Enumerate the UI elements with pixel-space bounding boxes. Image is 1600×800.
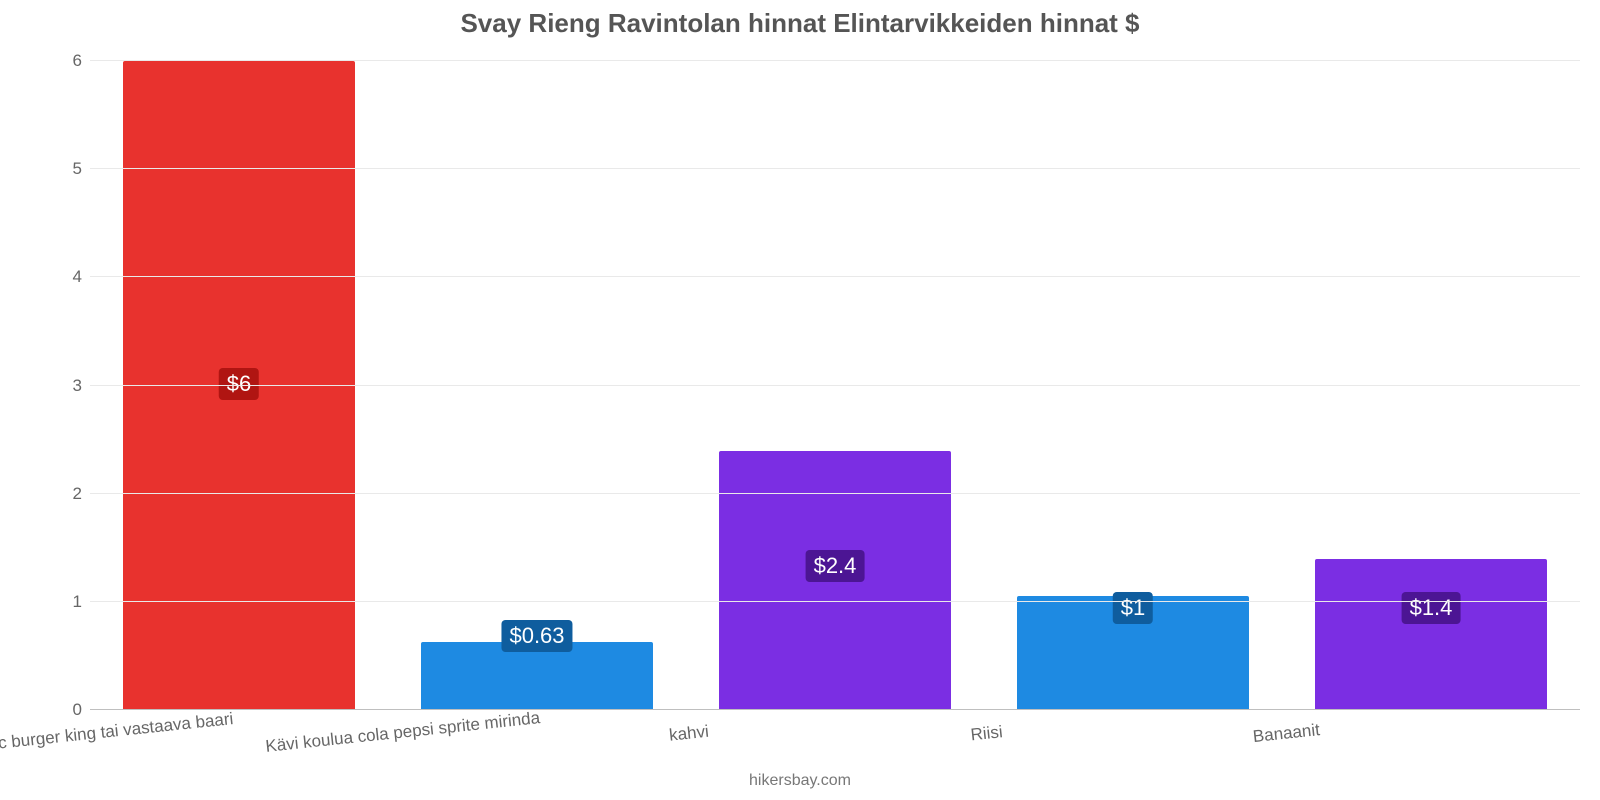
price-bar-chart: Svay Rieng Ravintolan hinnat Elintarvikk…	[0, 0, 1600, 800]
y-tick-label: 6	[73, 51, 90, 71]
bar-value-label: $1.4	[1402, 592, 1461, 624]
credit-text: hikersbay.com	[0, 772, 1600, 790]
bar	[1315, 559, 1547, 710]
y-tick-label: 0	[73, 700, 90, 720]
x-category-label: mac burger king tai vastaava baari	[0, 709, 234, 756]
x-category-label: Banaanit	[1252, 720, 1321, 747]
bars-group: $6mac burger king tai vastaava baari$0.6…	[90, 45, 1580, 710]
grid-line	[90, 168, 1580, 169]
bar-value-label: $1	[1113, 592, 1153, 624]
grid-line	[90, 60, 1580, 61]
y-tick-label: 1	[73, 592, 90, 612]
bar-value-label: $2.4	[806, 550, 865, 582]
grid-line	[90, 709, 1580, 710]
grid-line	[90, 601, 1580, 602]
x-category-label: kahvi	[668, 722, 710, 746]
plot-area: $6mac burger king tai vastaava baari$0.6…	[90, 45, 1580, 710]
chart-title: Svay Rieng Ravintolan hinnat Elintarvikk…	[0, 8, 1600, 39]
x-category-label: Riisi	[970, 722, 1004, 745]
bar-slot: $0.63Kävi koulua cola pepsi sprite mirin…	[388, 45, 686, 710]
bar-slot: $1.4Banaanit	[1282, 45, 1580, 710]
bar-slot: $2.4kahvi	[686, 45, 984, 710]
grid-line	[90, 493, 1580, 494]
y-tick-label: 4	[73, 267, 90, 287]
y-tick-label: 5	[73, 159, 90, 179]
y-tick-label: 3	[73, 376, 90, 396]
x-category-label: Kävi koulua cola pepsi sprite mirinda	[265, 708, 542, 757]
grid-line	[90, 276, 1580, 277]
bar-slot: $6mac burger king tai vastaava baari	[90, 45, 388, 710]
bar-slot: $1Riisi	[984, 45, 1282, 710]
grid-line	[90, 385, 1580, 386]
bar	[421, 642, 653, 710]
y-tick-label: 2	[73, 484, 90, 504]
bar-value-label: $0.63	[501, 620, 572, 652]
